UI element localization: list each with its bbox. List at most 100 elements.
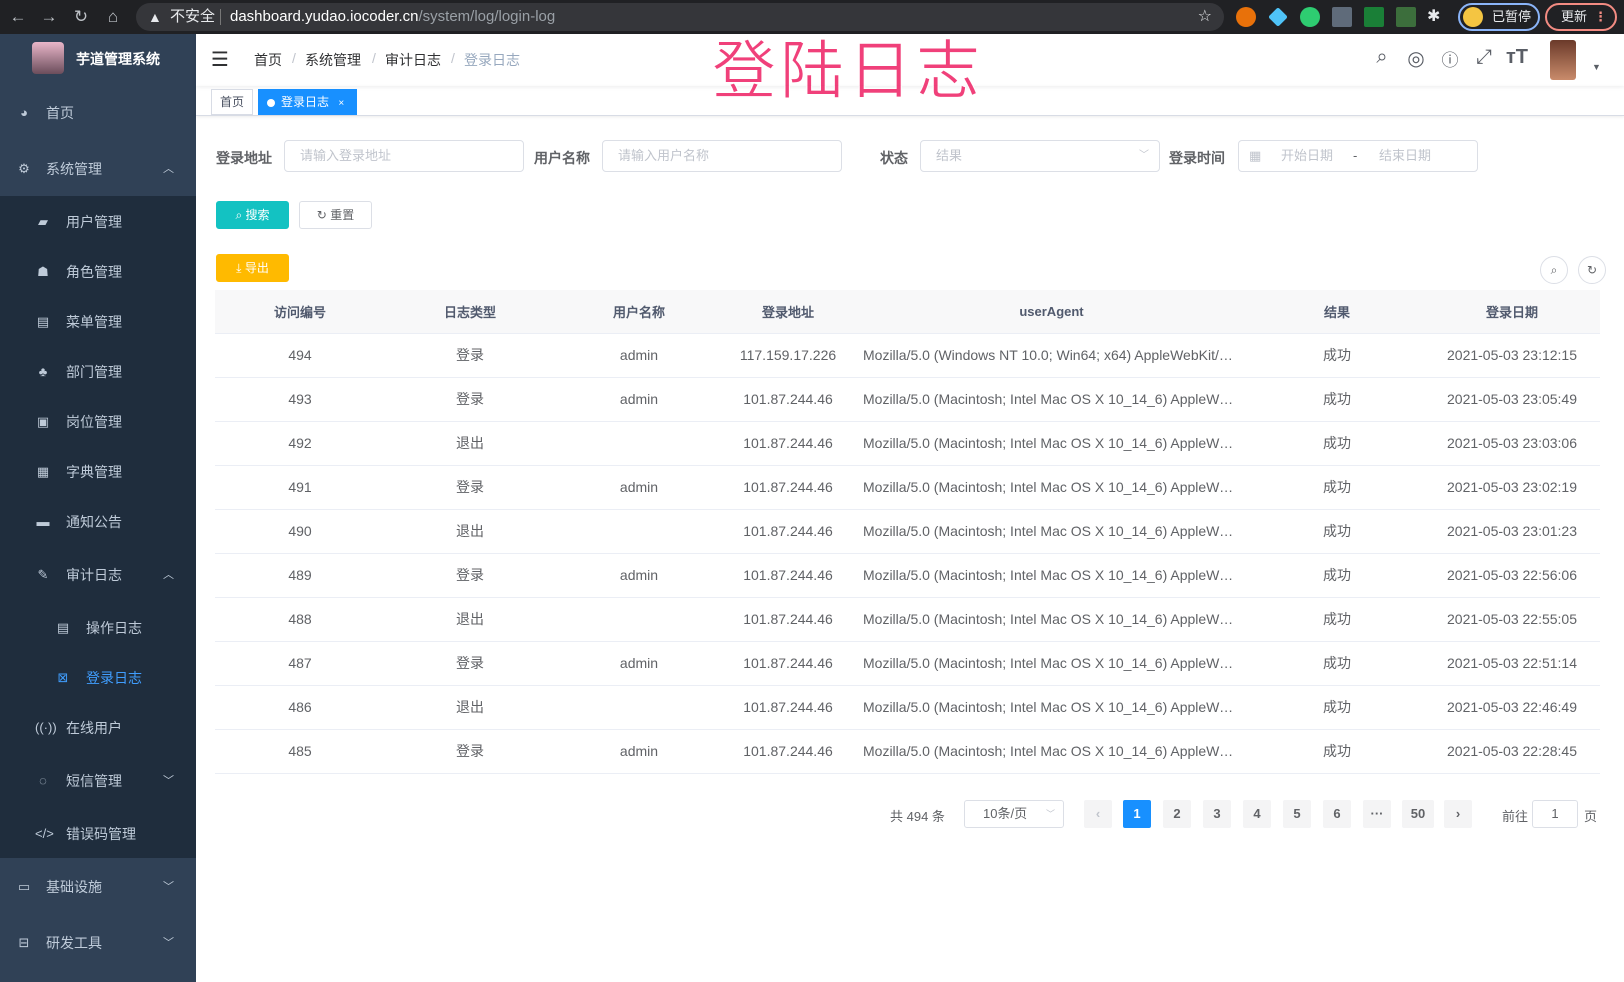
sidebar-item-notice[interactable]: ▬ 通知公告 — [0, 497, 196, 547]
github-icon[interactable]: ◎ — [1407, 48, 1425, 70]
browser-toolbar: ← → ↻ ⌂ ▲ 不安全 dashboard.yudao.iocoder.cn… — [0, 0, 1624, 34]
search-button[interactable]: ⌕ 搜索 — [216, 201, 289, 229]
question-icon[interactable]: ⓘ — [1441, 51, 1459, 70]
table-cell: 登录 — [385, 465, 555, 510]
extension-icon[interactable] — [1236, 7, 1256, 27]
status-select[interactable]: 结果 ﹀ — [920, 140, 1160, 172]
bookmark-star-icon[interactable]: ☆ — [1197, 8, 1212, 25]
sidebar-item-infra[interactable]: ▭ 基础设施 ﹀ — [0, 862, 196, 912]
breadcrumb-home[interactable]: 首页 — [254, 52, 282, 68]
app-title: 芋道管理系统 — [76, 51, 160, 67]
address-bar[interactable]: ▲ 不安全 dashboard.yudao.iocoder.cn/system/… — [136, 3, 1224, 31]
breadcrumb-system[interactable]: 系统管理 — [305, 52, 361, 68]
page-button[interactable]: 5 — [1283, 800, 1311, 828]
table-cell: 494 — [215, 333, 385, 378]
table-cell: Mozilla/5.0 (Macintosh; Intel Mac OS X 1… — [853, 553, 1250, 598]
username-input[interactable]: 请输入用户名称 — [602, 140, 842, 172]
sidebar-item-error-code[interactable]: </> 错误码管理 — [0, 809, 196, 859]
sidebar-item-dept[interactable]: ♣ 部门管理 — [0, 347, 196, 397]
toggle-search-icon[interactable]: ⌕ — [1540, 256, 1568, 284]
page-button[interactable]: 3 — [1203, 800, 1231, 828]
search-icon[interactable]: ⌕ — [1376, 46, 1388, 68]
hamburger-icon[interactable]: ☰ — [211, 49, 229, 71]
table-cell: 101.87.244.46 — [723, 553, 853, 598]
chevron-down-icon: ﹀ — [1045, 809, 1055, 819]
extension-icon[interactable] — [1332, 7, 1352, 27]
gear-icon: ⚙ — [18, 161, 30, 176]
page-button[interactable]: 4 — [1243, 800, 1271, 828]
logininfor-icon: ⊠ — [57, 670, 69, 685]
back-icon[interactable]: ← — [9, 7, 27, 26]
sidebar-item-tool[interactable]: ⊟ 研发工具 ﹀ — [0, 918, 196, 968]
puzzle-icon[interactable]: ✱ — [1427, 8, 1441, 25]
sidebar-item-post[interactable]: ▣ 岗位管理 — [0, 397, 196, 447]
sidebar-item-home[interactable]: ◕ 首页 — [0, 88, 196, 138]
export-button[interactable]: ⤓ 导出 — [216, 254, 289, 282]
sidebar-item-dict[interactable]: ▦ 字典管理 — [0, 447, 196, 497]
sidebar-item-user[interactable]: ▰ 用户管理 — [0, 197, 196, 247]
sidebar-item-audit-log[interactable]: ✎ 审计日志 ︿ — [0, 550, 196, 600]
update-button[interactable]: 更新 ⋮ — [1545, 3, 1617, 31]
caret-down-icon[interactable]: ▼ — [1592, 62, 1601, 72]
form-icon: ▤ — [56, 620, 70, 635]
table-cell: 492 — [215, 421, 385, 466]
home-icon[interactable]: ⌂ — [107, 7, 119, 26]
date-range-picker[interactable]: ▦ 开始日期 - 结束日期 — [1238, 140, 1478, 172]
table-cell: 493 — [215, 377, 385, 422]
sidebar-item-system[interactable]: ⚙ 系统管理 ︿ — [0, 144, 196, 194]
tag-login-log[interactable]: 登录日志 × — [258, 89, 357, 115]
col-header: 登录日期 — [1424, 290, 1600, 334]
close-icon[interactable]: × — [338, 98, 345, 109]
calendar-icon: ▦ — [1249, 148, 1262, 163]
table-cell: 101.87.244.46 — [723, 377, 853, 422]
table-cell: 491 — [215, 465, 385, 510]
tool-icon: ⊟ — [18, 935, 30, 950]
table-row: 486 退出 101.87.244.46 Mozilla/5.0 (Macintosh… — [215, 685, 1600, 730]
submenu-background — [0, 196, 196, 858]
sidebar-item-operate-log[interactable]: ▤ 操作日志 — [0, 603, 196, 653]
sidebar-item-login-log[interactable]: ⊠ 登录日志 — [0, 653, 196, 703]
tags-view — [196, 86, 1624, 116]
table-cell: Mozilla/5.0 (Macintosh; Intel Mac OS X 1… — [853, 465, 1250, 510]
reset-button[interactable]: ↻ 重置 — [299, 201, 372, 229]
breadcrumb-audit[interactable]: 审计日志 — [385, 52, 441, 68]
sidebar-item-role[interactable]: ☗ 角色管理 — [0, 247, 196, 297]
page-button[interactable]: 1 — [1123, 800, 1151, 828]
page-button[interactable]: 2 — [1163, 800, 1191, 828]
sidebar-item-menu[interactable]: ▤ 菜单管理 — [0, 297, 196, 347]
reload-icon[interactable]: ↻ — [73, 7, 89, 26]
next-page-button[interactable]: › — [1444, 800, 1472, 828]
table-cell: 成功 — [1250, 509, 1424, 554]
page-button[interactable]: 50 — [1402, 800, 1434, 828]
extension-icon[interactable] — [1300, 7, 1320, 27]
profile-button[interactable]: 已暂停 — [1458, 3, 1540, 31]
goto-page-input[interactable]: 1 — [1532, 800, 1578, 828]
font-size-icon[interactable]: тT — [1505, 46, 1528, 68]
prev-page-button[interactable]: ‹ — [1084, 800, 1112, 828]
address-input[interactable]: 请输入登录地址 — [284, 140, 524, 172]
extension-icon[interactable] — [1364, 7, 1384, 27]
forward-icon[interactable]: → — [40, 7, 58, 26]
extension-icon[interactable] — [1396, 7, 1416, 27]
table-cell: admin — [555, 333, 723, 378]
url-text: dashboard.yudao.iocoder.cn/system/log/lo… — [230, 8, 556, 25]
table-row: 492 退出 101.87.244.46 Mozilla/5.0 (Macintosh… — [215, 421, 1600, 466]
sidebar-item-online[interactable]: ((·)) 在线用户 — [0, 703, 196, 753]
table-cell: admin — [555, 377, 723, 422]
page-button[interactable]: 6 — [1323, 800, 1351, 828]
page-button[interactable]: ··· — [1363, 800, 1391, 828]
refresh-icon[interactable]: ↻ — [1578, 256, 1606, 284]
table-cell: 成功 — [1250, 377, 1424, 422]
dashboard-icon: ◕ — [20, 105, 28, 120]
table-cell: 117.159.17.226 — [723, 333, 853, 378]
start-date[interactable]: 开始日期 — [1281, 148, 1334, 163]
fullscreen-icon[interactable]: ⤢ — [1476, 46, 1492, 68]
tag-home[interactable]: 首页 — [211, 89, 254, 115]
sidebar-item-sms[interactable]: ◌ 短信管理 ﹀ — [0, 756, 196, 806]
table-cell: 2021-05-03 23:03:06 — [1424, 421, 1600, 466]
avatar[interactable] — [1550, 40, 1576, 80]
extension-icon[interactable] — [1268, 7, 1288, 27]
end-date[interactable]: 结束日期 — [1379, 148, 1432, 163]
page-size-select[interactable]: 10条/页 ﹀ — [964, 800, 1064, 828]
login-log-table: 访问编号 日志类型 用户名称 登录地址 userAgent 结果 登录日期 49… — [215, 290, 1600, 774]
